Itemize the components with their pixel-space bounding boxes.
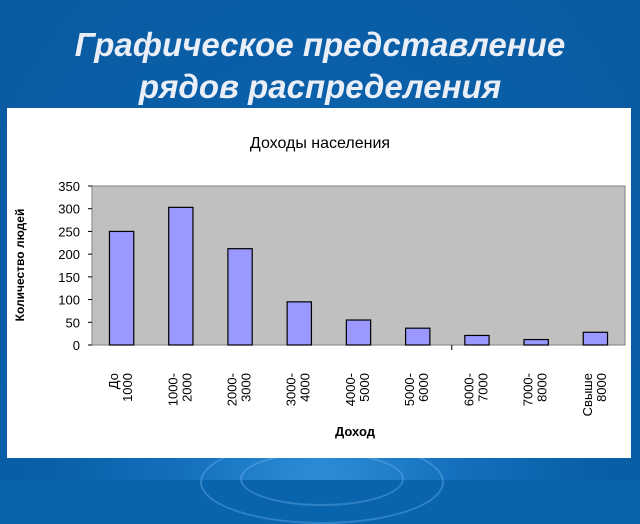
x-tick-label: 3000- xyxy=(284,373,299,406)
bar-chart: Доходы населения 0 50 100 150 200 250 300 350 Д… xyxy=(13,135,626,439)
y-tick-label: 250 xyxy=(58,224,80,239)
bar xyxy=(168,206,194,346)
x-tick-label: 4000 xyxy=(298,373,313,402)
x-tick-label: 6000- xyxy=(461,373,476,406)
slide-title-line-2: рядов распределения xyxy=(138,68,502,105)
x-axis: До 1000 1000- 2000 2000- 3000 3000- 4000 4000- 50… xyxy=(106,345,609,416)
x-tick-label: 5000 xyxy=(357,373,372,402)
slide-title-line-1: Графическое представление xyxy=(74,26,566,63)
bar xyxy=(108,230,135,346)
y-tick-label: 100 xyxy=(58,293,80,308)
bar xyxy=(227,248,253,346)
x-tick-label: Свыше xyxy=(580,373,595,416)
bars xyxy=(108,206,609,346)
y-tick-label: 50 xyxy=(66,315,80,330)
x-tick-label: 7000- xyxy=(521,373,536,406)
x-tick-label: 7000 xyxy=(475,373,490,402)
x-tick-label: 5000- xyxy=(402,373,417,406)
x-tick-label: 4000- xyxy=(343,373,358,406)
x-tick-label: 1000 xyxy=(120,373,135,402)
chart-title: Доходы населения xyxy=(250,135,390,152)
bar xyxy=(464,334,490,346)
ripple-decoration xyxy=(240,452,404,506)
x-tick-label: 2000 xyxy=(179,373,194,402)
x-tick-label: 8000 xyxy=(594,373,609,402)
bar xyxy=(286,301,313,346)
bar xyxy=(523,338,549,346)
y-tick-label: 300 xyxy=(58,202,80,217)
bar xyxy=(345,319,372,346)
x-tick-label: 1000- xyxy=(165,373,180,406)
bar xyxy=(404,327,431,346)
y-tick-label: 200 xyxy=(58,247,80,262)
bar xyxy=(582,331,609,346)
chart-panel: Доходы населения 0 50 100 150 200 250 300 350 Д… xyxy=(7,108,631,458)
y-tick-label: 350 xyxy=(58,179,80,194)
slide-title: Графическое представление рядов распреде… xyxy=(0,24,640,108)
x-tick-label: 2000- xyxy=(224,373,239,406)
x-tick-label: 3000 xyxy=(238,373,253,402)
x-tick-label: 6000 xyxy=(416,373,431,402)
x-tick-label: 8000 xyxy=(535,373,550,402)
y-axis-label: Количество людей xyxy=(13,209,27,322)
y-tick-label: 150 xyxy=(58,270,80,285)
y-axis: 0 50 100 150 200 250 300 350 xyxy=(58,179,92,353)
y-tick-label: 0 xyxy=(73,338,80,353)
x-tick-label: До xyxy=(106,373,121,389)
x-axis-label: Доход xyxy=(335,424,376,439)
